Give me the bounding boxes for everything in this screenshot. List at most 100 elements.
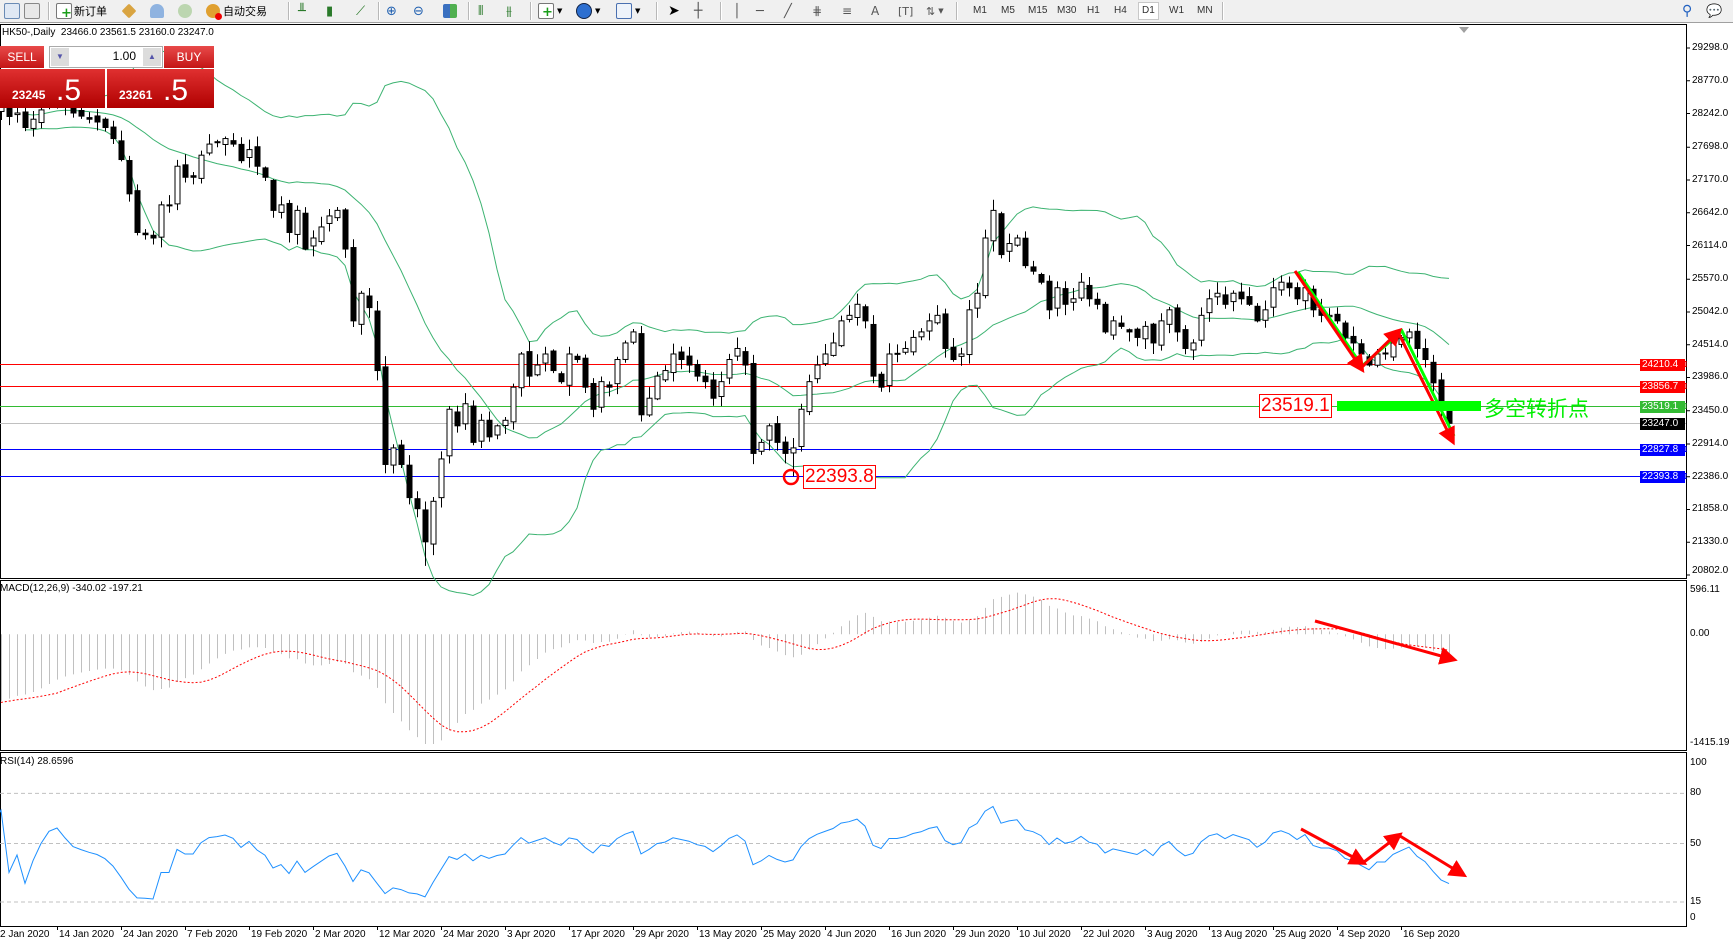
- candle: [710, 372, 717, 406]
- macd-pane[interactable]: [0, 580, 1687, 751]
- timeframe-m15[interactable]: M15: [1028, 5, 1048, 16]
- date-axis-label: 16 Sep 2020: [1403, 929, 1460, 940]
- candle-body-bull: [830, 342, 837, 356]
- candle: [1382, 347, 1389, 360]
- low-point-circle-icon[interactable]: [782, 468, 800, 486]
- profiles-icon[interactable]: [24, 2, 40, 20]
- vertical-line-icon[interactable]: │: [733, 3, 741, 19]
- lot-increase-icon[interactable]: ▲: [143, 48, 161, 66]
- timeframe-d1[interactable]: D1: [1138, 2, 1159, 20]
- line-chart-icon[interactable]: ⟋: [356, 3, 366, 19]
- candle: [1430, 354, 1437, 392]
- price-axis-label: 23986.0: [1692, 371, 1729, 383]
- timeframe-m30[interactable]: M30: [1057, 5, 1077, 16]
- horizontal-line-icon[interactable]: ─: [756, 3, 764, 19]
- arrows-icon[interactable]: ⇅ ▼: [926, 4, 944, 18]
- candle-body-bear: [270, 179, 277, 211]
- low-price-label[interactable]: 22393.8: [803, 465, 876, 489]
- pivot-zone-bar[interactable]: [1337, 401, 1481, 411]
- candle: [766, 423, 773, 451]
- tile-windows-icon[interactable]: [443, 2, 457, 20]
- candle-body-bull: [982, 237, 989, 297]
- cursor-icon[interactable]: ➤: [668, 3, 680, 19]
- new-order-button[interactable]: + 新订单: [56, 2, 107, 20]
- candle-body-bear: [1102, 303, 1109, 333]
- candle: [614, 356, 621, 395]
- chart-shift-marker[interactable]: [1459, 27, 1469, 33]
- rsi-down-arrow-2[interactable]: [1399, 834, 1468, 878]
- lot-size-input[interactable]: ▼ 1.00 ▲: [49, 46, 163, 68]
- candle: [646, 387, 653, 417]
- candle-body-bull: [30, 118, 37, 129]
- sell-button[interactable]: SELL: [0, 46, 44, 68]
- date-axis-label: 13 May 2020: [699, 929, 757, 940]
- candle-body-bull: [438, 458, 445, 499]
- timeframe-h1[interactable]: H1: [1087, 5, 1100, 16]
- date-axis-label: 14 Jan 2020: [59, 929, 115, 940]
- candle-body-bear: [486, 419, 493, 438]
- rsi-down-arrow-1[interactable]: [1300, 827, 1368, 865]
- price-down-arrow-2[interactable]: [1396, 331, 1455, 446]
- timeframe-h4[interactable]: H4: [1114, 5, 1127, 16]
- rsi-pane[interactable]: [0, 752, 1687, 927]
- timeframe-w1[interactable]: W1: [1169, 5, 1184, 16]
- new-order-icon: +: [56, 3, 72, 20]
- main-chart-pane[interactable]: [0, 24, 1687, 579]
- candle: [622, 340, 629, 363]
- candle-body-bear: [422, 509, 429, 543]
- signals-icon[interactable]: [178, 2, 192, 20]
- macd-divergence-arrow[interactable]: [1314, 619, 1458, 665]
- candle-body-bull: [1230, 292, 1237, 303]
- candle: [574, 353, 581, 363]
- candle: [878, 371, 885, 392]
- lot-decrease-icon[interactable]: ▼: [51, 48, 69, 66]
- text-label-icon[interactable]: [T]: [898, 4, 914, 18]
- candle-body-bear: [878, 373, 885, 388]
- candlestick-icon[interactable]: ▮: [326, 3, 334, 19]
- fibonacci-fan-icon[interactable]: ≡: [842, 4, 853, 18]
- price-up-arrow[interactable]: [1359, 327, 1403, 370]
- autoscroll-icon[interactable]: ⫴: [478, 3, 484, 19]
- search-icon[interactable]: ⚲: [1682, 3, 1693, 19]
- pivot-text-label[interactable]: 多空转折点: [1484, 397, 1589, 421]
- pivot-price-label[interactable]: 23519.1: [1259, 394, 1332, 418]
- auto-trading-button[interactable]: 自动交易: [206, 2, 267, 20]
- auto-trading-icon: [206, 4, 222, 20]
- timeframe-mn[interactable]: MN: [1197, 5, 1213, 16]
- timeframe-m5[interactable]: M5: [1001, 5, 1015, 16]
- candle: [526, 341, 533, 387]
- macd-axis-label: 0.00: [1690, 628, 1710, 640]
- candle: [1334, 307, 1341, 324]
- trendline-icon[interactable]: ╱: [784, 3, 792, 19]
- zoom-out-icon[interactable]: ⊖: [413, 3, 424, 19]
- price-axis-label: 27698.0: [1692, 141, 1729, 153]
- market-watch-icon[interactable]: [150, 2, 164, 20]
- auto-trading-label: 自动交易: [223, 5, 267, 18]
- chart-shift-icon[interactable]: ⫵: [506, 3, 512, 19]
- timeframe-m1[interactable]: M1: [973, 5, 987, 16]
- candle: [894, 344, 901, 363]
- periods-icon[interactable]: ▼: [576, 2, 600, 20]
- candle: [502, 417, 509, 434]
- text-icon[interactable]: A: [871, 4, 880, 18]
- candle: [1062, 281, 1069, 316]
- new-chart-icon[interactable]: [4, 2, 20, 20]
- zoom-in-icon[interactable]: ⊕: [386, 3, 397, 19]
- date-axis-label: 4 Sep 2020: [1339, 929, 1391, 940]
- templates-icon[interactable]: ▼: [616, 2, 640, 20]
- buy-button[interactable]: BUY: [164, 46, 214, 68]
- sell-price-button[interactable]: 23245 .5: [0, 69, 105, 108]
- candle-body-bull: [246, 149, 253, 159]
- price-down-arrow-1[interactable]: [1293, 270, 1365, 373]
- crosshair-icon[interactable]: ┼: [694, 3, 703, 19]
- rsi-up-arrow[interactable]: [1363, 832, 1403, 864]
- candle-body-bull: [854, 303, 861, 318]
- bar-chart-icon[interactable]: ╨: [298, 3, 306, 19]
- candle: [366, 287, 373, 318]
- chat-icon[interactable]: 💬: [1706, 3, 1723, 19]
- indicators-icon[interactable]: + ▼: [538, 2, 562, 20]
- candle: [158, 201, 165, 248]
- fibonacci-icon[interactable]: ⋕: [812, 4, 823, 18]
- buy-price-button[interactable]: 23261 .5: [107, 69, 214, 108]
